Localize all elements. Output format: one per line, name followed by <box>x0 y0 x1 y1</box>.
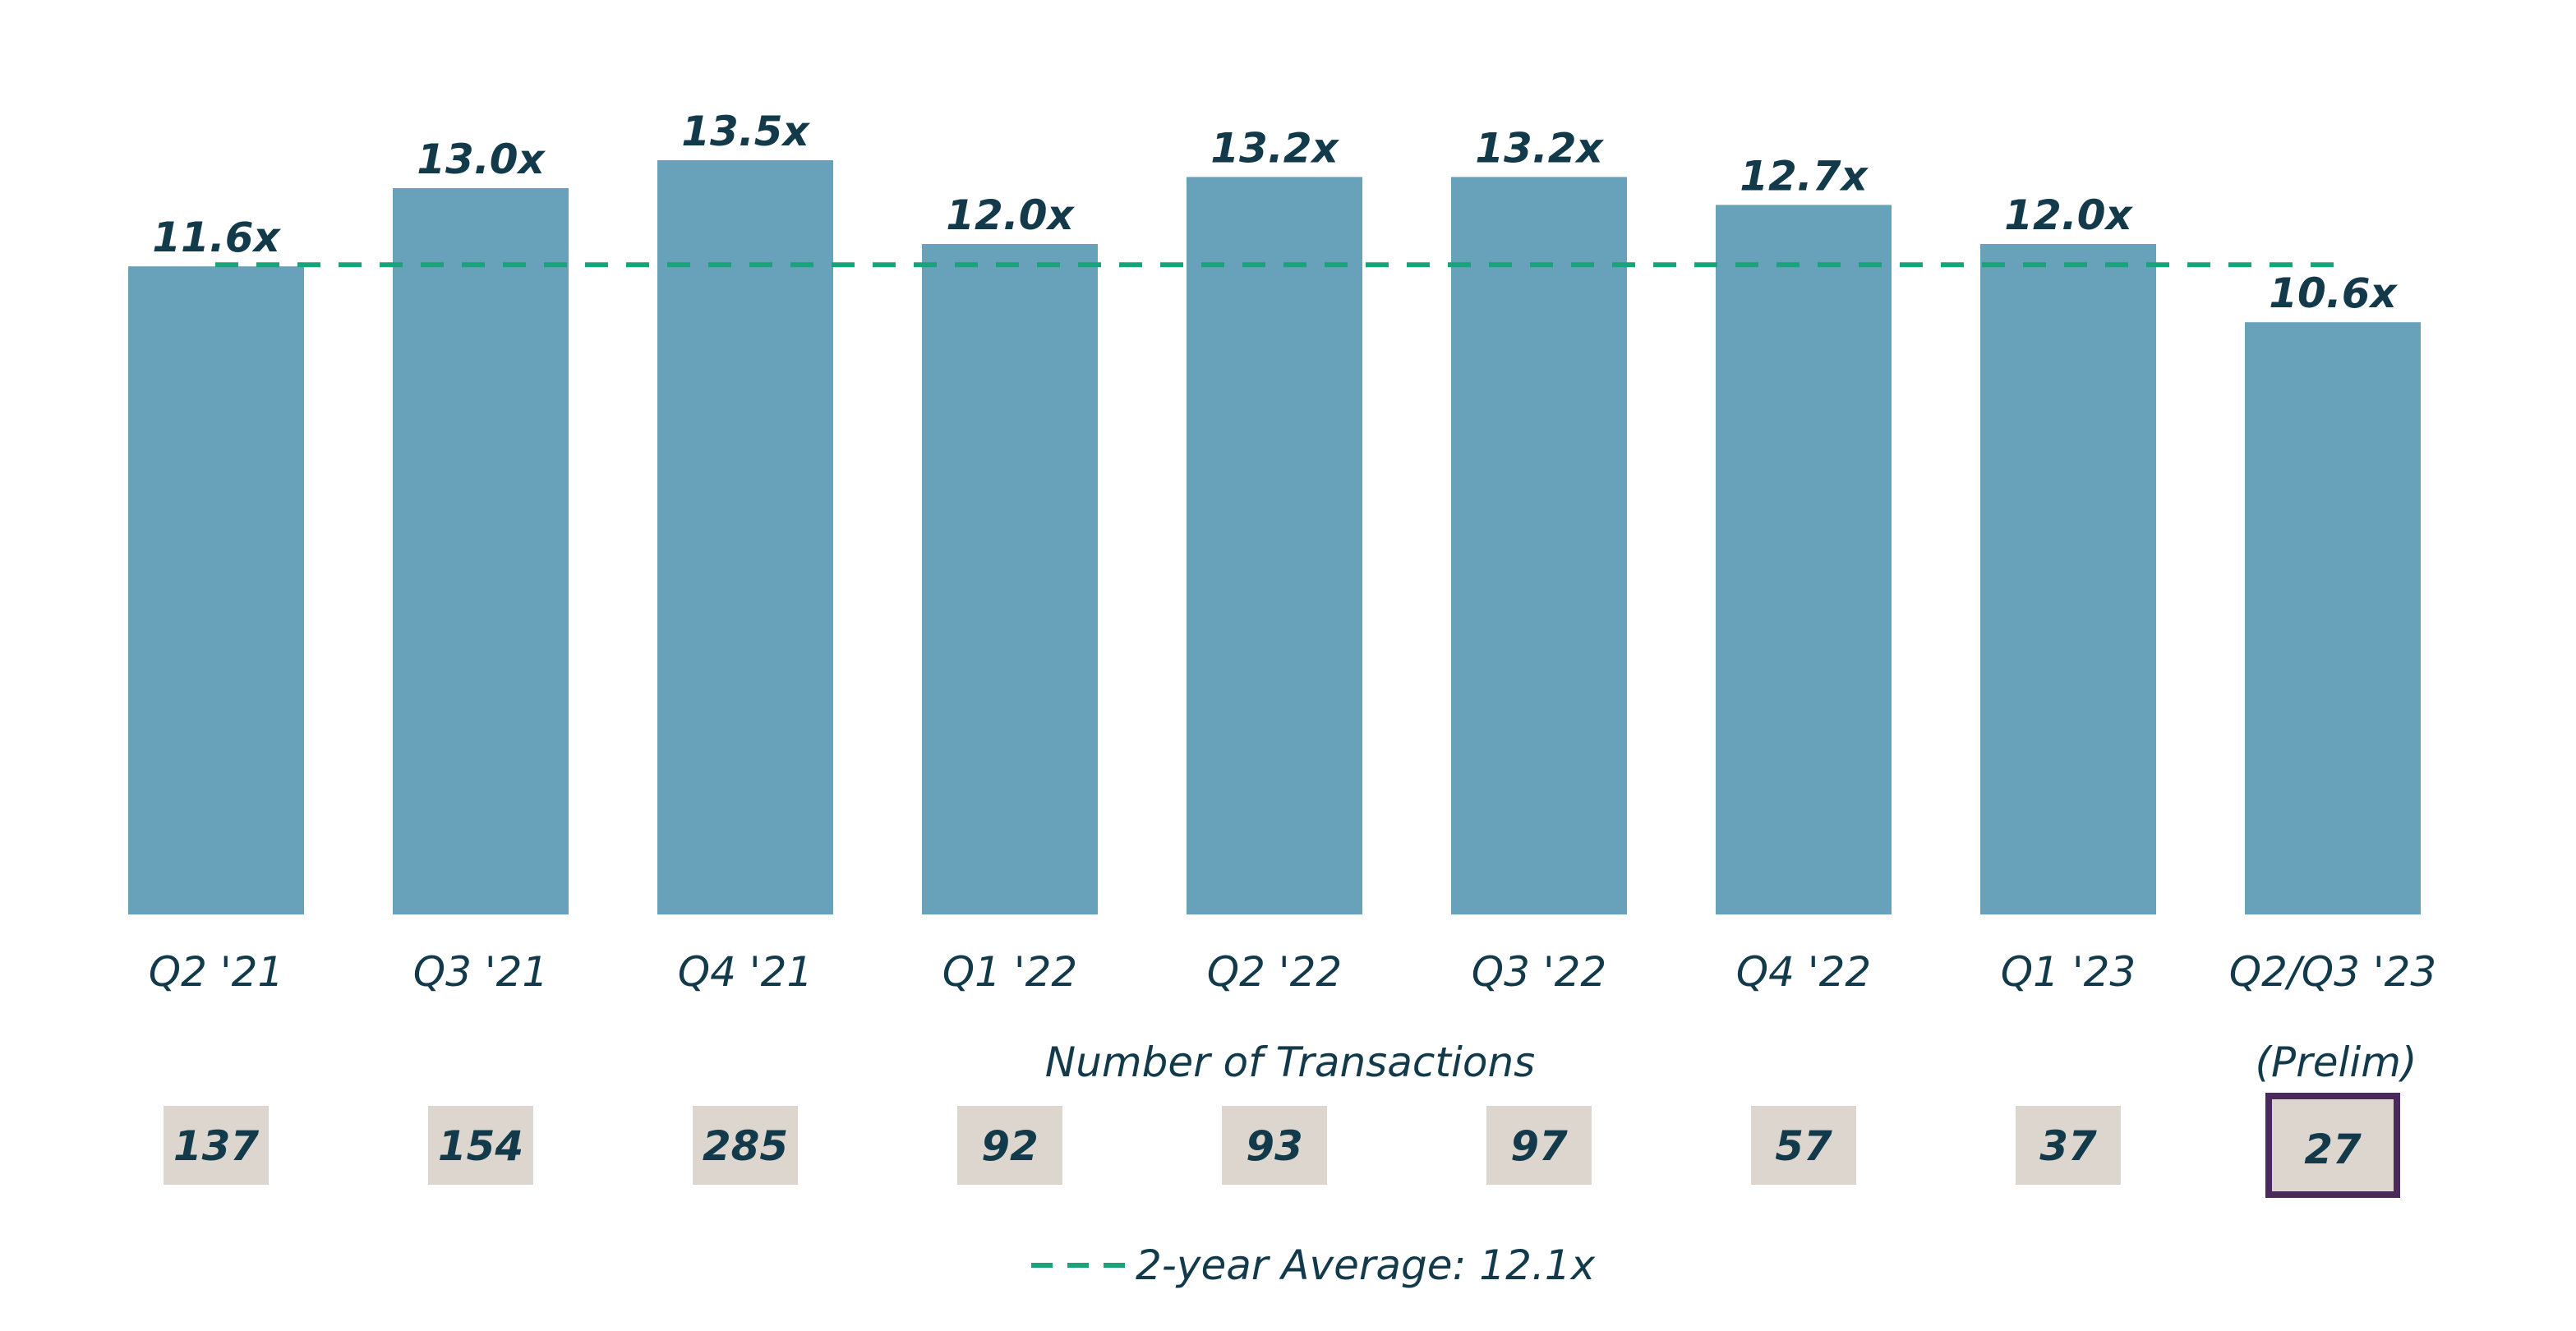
value-labels-layer: 11.6x 13.0x 13.5x 12.0x 13.2x 13.2x 12.7x 12.0x… <box>152 108 2398 317</box>
transaction-count-label: 97 <box>1510 1122 1568 1170</box>
category-tick-label: Q3 '21 <box>413 948 548 996</box>
bar-value-label: 12.0x <box>946 191 1075 239</box>
bar <box>1980 244 2156 914</box>
transaction-count-label: 93 <box>1246 1122 1303 1170</box>
category-tick-label: Q4 '22 <box>1736 948 1871 996</box>
transaction-count-box <box>957 1106 1062 1185</box>
category-tick-label: Q1 '22 <box>942 948 1077 996</box>
transaction-count-box <box>164 1106 269 1185</box>
legend-average-label: 2-year Average: 12.1x <box>1136 1241 1596 1289</box>
bar <box>1451 177 1627 914</box>
transaction-count-box-highlighted <box>2265 1093 2400 1198</box>
bar-value-label: 13.2x <box>1210 124 1339 172</box>
category-tick-label: Q1 '23 <box>2001 948 2136 996</box>
transaction-count-label: 57 <box>1775 1122 1832 1170</box>
bar <box>922 244 1098 914</box>
bar-value-label: 12.0x <box>2004 191 2133 239</box>
bar-value-label: 11.6x <box>152 214 281 261</box>
transaction-count-box <box>428 1106 533 1185</box>
bar-value-label: 13.2x <box>1475 124 1604 172</box>
transaction-count-label: 37 <box>2039 1122 2097 1170</box>
legend: 2-year Average: 12.1x <box>1031 1241 1596 1289</box>
transaction-count-label: 27 <box>2304 1126 2362 1173</box>
bar <box>1716 205 1892 914</box>
category-tick-label: Q2 '22 <box>1207 948 1342 996</box>
transaction-count-box <box>2016 1106 2121 1185</box>
category-tick-label: Q2 '21 <box>149 948 283 996</box>
transaction-count-label: 92 <box>981 1122 1039 1170</box>
transaction-count-box <box>1751 1106 1856 1185</box>
category-labels-layer: Q2 '21 Q3 '21 Q4 '21 Q1 '22 Q2 '22 Q3 '22 Q4 '… <box>149 948 2436 996</box>
bars-layer <box>128 160 2421 914</box>
category-tick-label: Q4 '21 <box>678 948 813 996</box>
bar-value-label: 13.0x <box>417 136 546 183</box>
bar-value-label: 13.5x <box>681 108 810 155</box>
bar <box>1187 177 1362 914</box>
bar <box>657 160 833 914</box>
transaction-count-box <box>1486 1106 1592 1185</box>
bar <box>2245 322 2421 914</box>
transaction-count-box <box>1222 1106 1327 1185</box>
category-tick-label: Q2/Q3 '23 <box>2229 948 2436 996</box>
transaction-count-box <box>693 1106 798 1185</box>
transaction-count-label: 137 <box>173 1122 260 1170</box>
category-tick-label: Q3 '22 <box>1472 948 1606 996</box>
bar <box>128 266 304 914</box>
bar <box>393 188 569 914</box>
transaction-count-label: 285 <box>703 1122 788 1170</box>
bar-value-label: 10.6x <box>2269 269 2398 317</box>
transaction-counts-layer: 137 154 285 92 93 97 57 37 27 <box>164 1093 2400 1198</box>
bar-value-label: 12.7x <box>1740 152 1869 200</box>
category-note: (Prelim) <box>2256 1039 2417 1086</box>
transaction-count-label: 154 <box>438 1122 523 1170</box>
transactions-title: Number of Transactions <box>1045 1039 1535 1086</box>
